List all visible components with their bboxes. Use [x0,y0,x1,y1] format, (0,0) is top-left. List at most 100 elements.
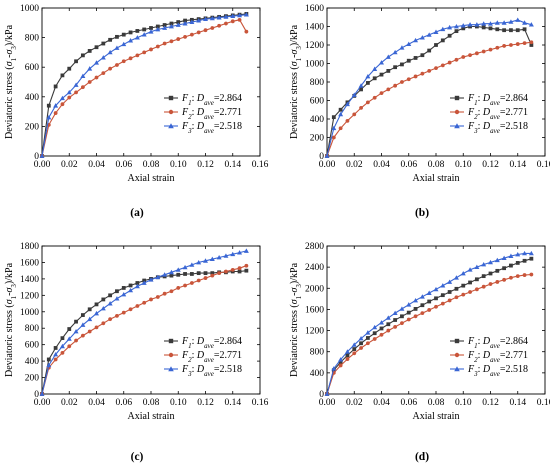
data-point [74,319,78,324]
data-point [338,363,343,368]
data-point [447,60,452,65]
data-point [447,298,452,303]
chart-panel-4: 0.00 0.02 0.04 0.06 0.08 0.10 0.12 0.14 0.16 0 400… [289,242,550,463]
data-point [502,277,507,282]
legend-marker [168,95,174,101]
y-tick-label: 1400 [305,23,324,33]
data-point [406,317,411,322]
data-point [87,307,92,312]
data-point [183,34,187,39]
y-axis-label: Deviatoric stress (σ1-σ3)/kPa [4,24,18,139]
data-point [345,357,350,362]
data-point [114,296,120,301]
series-1 [325,24,534,158]
data-point [331,115,336,120]
panel-caption: (a) [130,207,144,219]
panel-caption: (b) [415,207,429,219]
x-tick-label: 0.14 [224,160,241,170]
data-point [142,50,147,55]
x-tick-label: 0.00 [319,398,336,408]
data-point [372,76,377,81]
data-point [481,262,487,267]
legend-label-1: F1: Dave=2.864 [467,93,528,107]
data-point [67,95,72,100]
data-point [434,43,438,47]
x-tick-label: 0.16 [252,160,269,170]
data-point [60,350,65,355]
data-point [365,73,371,79]
data-point [461,55,466,59]
data-point [338,107,343,112]
x-tick-label: 0.14 [509,398,526,408]
data-point [107,301,113,306]
x-tick-label: 0.12 [197,160,214,170]
data-point [481,21,487,26]
data-point [413,74,418,79]
x-tick-label: 0.10 [455,160,472,170]
y-tick-label: 400 [25,93,40,103]
data-point [393,318,398,322]
data-point [502,28,507,33]
data-point [87,49,92,53]
data-point [420,71,425,76]
y-tick-label: 800 [310,78,325,88]
x-axis-label: Axial strain [128,173,175,184]
x-tick-label: 0.04 [88,398,105,408]
x-axis-label: Axial strain [128,411,175,422]
data-point [515,17,521,22]
data-point [128,56,133,61]
data-point [454,286,459,291]
data-point [196,18,202,23]
data-point [331,135,336,140]
data-point [427,69,432,73]
x-tick-label: 0.10 [455,398,472,408]
data-point [474,22,480,27]
data-point [39,153,45,158]
data-point [406,77,411,82]
data-point [94,325,99,330]
data-point [121,32,126,37]
series-3 [39,248,249,396]
y-tick-label: 1000 [305,60,324,70]
legend-label-1: F1: Dave=2.864 [467,336,528,350]
data-point [94,310,99,316]
data-point [481,49,486,54]
y-tick-label: 1600 [20,258,39,268]
data-point [149,26,153,30]
data-point [108,37,113,42]
data-point [216,15,222,20]
data-point [324,391,330,396]
legend-label-2: F2: Dave=2.771 [181,107,242,121]
data-point [420,311,425,316]
x-tick-label: 0.10 [170,160,187,170]
data-point [243,248,249,253]
data-point [189,19,195,24]
data-point [135,29,140,33]
data-point [393,65,398,70]
data-point [216,255,222,260]
data-point [203,276,208,280]
data-point [509,28,513,33]
data-point [203,28,208,33]
legend-label-2: F2: Dave=2.771 [467,107,528,121]
data-point [53,84,58,89]
legend-marker [454,123,460,129]
data-point [427,48,432,53]
x-tick-label: 0.02 [61,160,78,170]
data-point [100,305,106,311]
series-2 [325,40,534,158]
data-point [426,32,432,37]
data-point [501,20,507,25]
series-line [41,19,247,157]
data-point [244,29,249,34]
data-point [155,274,161,280]
data-point [372,337,377,341]
data-point [223,253,229,258]
data-point [351,92,357,97]
data-point [495,27,500,32]
data-point [100,55,106,60]
data-point [426,290,432,295]
data-point [386,87,391,92]
data-point [182,264,188,270]
